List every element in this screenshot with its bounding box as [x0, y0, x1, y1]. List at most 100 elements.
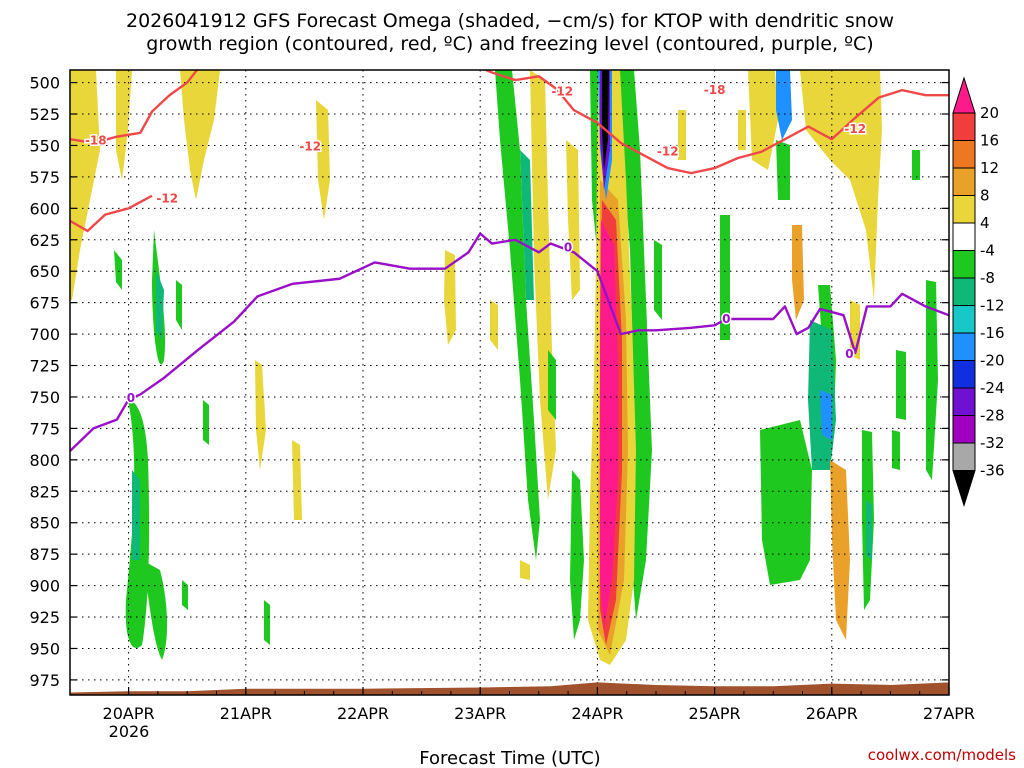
omega-shade-yellow: [800, 70, 882, 300]
x-tick-label: 21APR: [220, 704, 272, 723]
colorbar-segment: [952, 360, 976, 389]
colorbar-top-arrow: [952, 76, 976, 114]
x-tick-label: 25APR: [689, 704, 741, 723]
colorbar-label: 12: [980, 159, 999, 177]
colorbar-label: -16: [980, 324, 1005, 342]
x-tick-label: 26APR: [806, 704, 858, 723]
omega-shade-green: [114, 250, 122, 290]
x-axis-title: Forecast Time (UTC): [419, 748, 600, 768]
colorbar-segment: [952, 442, 976, 471]
y-tick-label: 725: [29, 357, 60, 376]
contour-label: -12: [551, 84, 573, 98]
y-tick-label: 625: [29, 231, 60, 250]
omega-shade-yellow: [678, 110, 686, 160]
x-axis-year-label: 2026: [109, 722, 150, 741]
colorbar-label: 20: [980, 104, 999, 122]
omega-shade-green: [912, 150, 920, 180]
x-tick-label: 24APR: [571, 704, 623, 723]
omega-shade-teal: [520, 150, 534, 300]
colorbar-segment: [952, 140, 976, 169]
omega-shade-black: [602, 70, 609, 170]
omega-shade-green: [182, 580, 188, 610]
omega-shade-green: [896, 350, 906, 420]
colorbar-label: 8: [980, 187, 990, 205]
contour-label: -18: [704, 83, 726, 97]
chart-title-line-1: 2026041912 GFS Forecast Omega (shaded, −…: [126, 10, 894, 32]
y-tick-label: 875: [29, 545, 60, 564]
y-tick-label: 900: [29, 577, 60, 596]
y-tick-label: 650: [29, 262, 60, 281]
contour-label: 0: [564, 240, 572, 254]
x-tick-label: 20APR: [103, 704, 155, 723]
colorbar-segment: [952, 277, 976, 306]
y-tick-label: 600: [29, 199, 60, 218]
colorbar-segment: [952, 250, 976, 279]
omega-shade-green: [176, 280, 182, 330]
colorbar-label: 4: [980, 214, 990, 232]
omega-shade-yellow: [180, 70, 220, 200]
omega-shade-green: [548, 350, 556, 420]
y-tick-label: 700: [29, 325, 60, 344]
omega-shade-yellow: [444, 250, 456, 345]
omega-shade-orange: [792, 225, 804, 320]
omega-shade-blue: [820, 390, 832, 440]
contour-label: -12: [156, 191, 178, 205]
contour-label: -12: [299, 140, 321, 154]
colorbar-label: -8: [980, 269, 995, 287]
contour-label: -12: [844, 122, 866, 136]
y-tick-label: 550: [29, 136, 60, 155]
omega-shade-green: [495, 70, 540, 560]
colorbar-segment: [952, 305, 976, 334]
x-tick-label: 27APR: [923, 704, 975, 723]
y-axis-pressure: 500 525 550 575 600 625 650 675 700 725 750 775 800 8…: [29, 74, 949, 690]
contour-label: -12: [657, 145, 679, 159]
colorbar-segment: [952, 167, 976, 196]
omega-shade-green: [618, 70, 652, 620]
omega-shade-yellow: [116, 70, 132, 180]
y-tick-label: 500: [29, 74, 60, 93]
y-tick-label: 775: [29, 419, 60, 438]
omega-shade-green: [760, 420, 812, 585]
x-tick-label: 23APR: [454, 704, 506, 723]
colorbar-label: -32: [980, 434, 1005, 452]
terrain-ground-shape: [70, 682, 949, 695]
omega-shade-green: [926, 280, 938, 480]
omega-shade-yellow: [490, 300, 498, 350]
colorbar-label: -4: [980, 242, 995, 260]
dgz-minus12-upper-contour: [70, 70, 949, 175]
y-tick-label: 575: [29, 168, 60, 187]
colorbar-segment: [952, 195, 976, 224]
omega-shading: [70, 70, 938, 665]
omega-shade-green: [570, 470, 584, 640]
omega-shade-yellow: [748, 70, 778, 170]
y-tick-label: 750: [29, 388, 60, 407]
colorbar-label: -12: [980, 297, 1005, 315]
temperature-contours: [70, 70, 949, 452]
credit-text: coolwx.com/models: [868, 746, 1016, 764]
contour-label: -18: [85, 133, 107, 147]
contour-label: 0: [845, 347, 853, 361]
contour-label: 0: [127, 391, 135, 405]
omega-shade-teal: [132, 470, 140, 560]
colorbar-segment: [952, 222, 976, 251]
y-tick-label: 825: [29, 482, 60, 501]
y-tick-label: 525: [29, 105, 60, 124]
omega-shade-yellow: [520, 560, 530, 580]
colorbar-label: -28: [980, 407, 1005, 425]
colorbar-label: -36: [980, 462, 1005, 480]
omega-shade-yellow: [255, 360, 266, 470]
y-tick-label: 850: [29, 514, 60, 533]
omega-shade-pink: [600, 220, 618, 630]
chart-title-line-2: growth region (contoured, red, ºC) and f…: [146, 33, 873, 55]
y-tick-label: 675: [29, 294, 60, 313]
colorbar-label: 16: [980, 132, 999, 150]
omega-shade-green: [654, 240, 662, 320]
y-tick-label: 975: [29, 671, 60, 690]
x-tick-label: 22APR: [337, 704, 389, 723]
contour-labels: 0 0 0 0 -18 -18 -12 -12 -12 -12 -12: [83, 82, 867, 407]
freezing-level-contour: [70, 232, 949, 452]
omega-shade-yellow: [738, 110, 746, 150]
omega-shade-teal: [866, 500, 872, 560]
terrain-ground: [70, 682, 949, 695]
